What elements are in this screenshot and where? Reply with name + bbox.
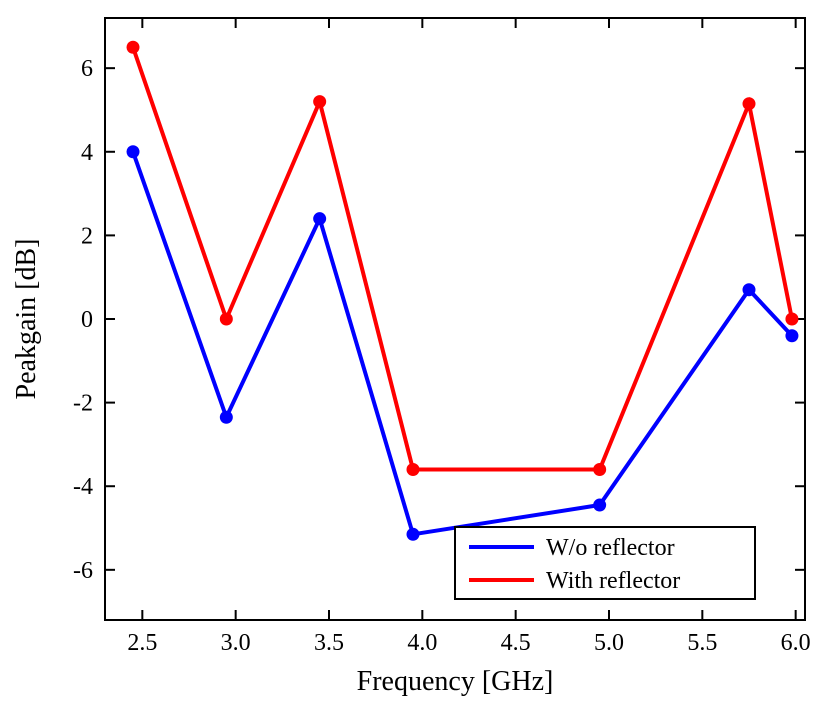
svg-text:-6: -6 bbox=[73, 558, 93, 584]
svg-text:-4: -4 bbox=[73, 474, 93, 500]
chart-svg: 2.5 3.0 3.5 4.0 4.5 5.0 5.5 6.0 -6 -4 -2 0 2 4 6 Freque… bbox=[0, 0, 827, 709]
svg-text:5.0: 5.0 bbox=[594, 630, 624, 656]
svg-text:3.5: 3.5 bbox=[314, 630, 344, 656]
svg-text:0: 0 bbox=[81, 307, 93, 333]
svg-text:6.0: 6.0 bbox=[781, 630, 811, 656]
svg-text:Frequency [GHz]: Frequency [GHz] bbox=[357, 666, 554, 697]
svg-text:2.5: 2.5 bbox=[127, 630, 157, 656]
svg-text:4: 4 bbox=[81, 140, 93, 166]
svg-text:With reflector: With reflector bbox=[546, 568, 680, 594]
svg-text:3.0: 3.0 bbox=[221, 630, 251, 656]
svg-text:6: 6 bbox=[81, 56, 93, 82]
svg-text:4.0: 4.0 bbox=[407, 630, 437, 656]
line-chart: 2.5 3.0 3.5 4.0 4.5 5.0 5.5 6.0 -6 -4 -2 0 2 4 6 Freque… bbox=[0, 0, 827, 709]
svg-text:W/o reflector: W/o reflector bbox=[546, 535, 675, 561]
svg-text:-2: -2 bbox=[73, 391, 93, 417]
svg-text:2: 2 bbox=[81, 223, 93, 249]
svg-text:4.5: 4.5 bbox=[501, 630, 531, 656]
svg-text:5.5: 5.5 bbox=[687, 630, 717, 656]
svg-text:Peakgain [dB]: Peakgain [dB] bbox=[11, 239, 42, 400]
